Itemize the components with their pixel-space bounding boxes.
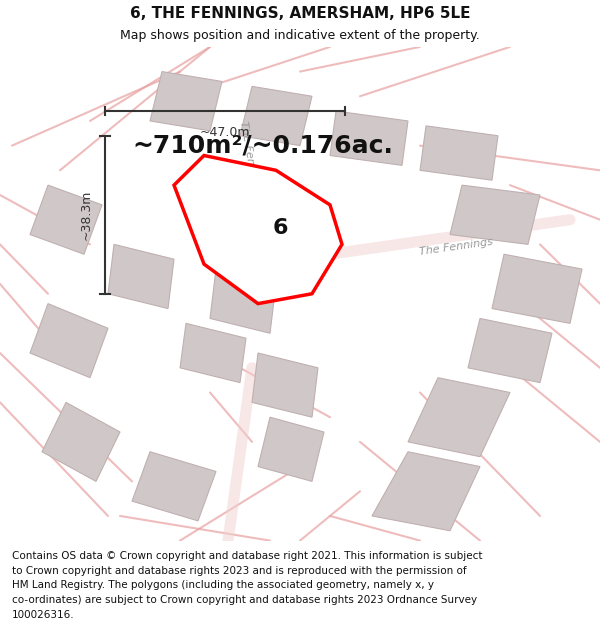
Text: to Crown copyright and database rights 2023 and is reproduced with the permissio: to Crown copyright and database rights 2… bbox=[12, 566, 467, 576]
Text: Map shows position and indicative extent of the property.: Map shows position and indicative extent… bbox=[120, 29, 480, 42]
Polygon shape bbox=[180, 323, 246, 382]
Text: The Fennings: The Fennings bbox=[238, 121, 260, 196]
Text: The Fennings: The Fennings bbox=[418, 237, 494, 257]
Polygon shape bbox=[450, 185, 540, 244]
Text: 100026316.: 100026316. bbox=[12, 610, 74, 620]
Polygon shape bbox=[420, 126, 498, 180]
Polygon shape bbox=[174, 156, 342, 304]
Polygon shape bbox=[132, 452, 216, 521]
Polygon shape bbox=[150, 71, 222, 131]
Polygon shape bbox=[240, 86, 312, 146]
Polygon shape bbox=[30, 304, 108, 378]
Polygon shape bbox=[108, 244, 174, 309]
Polygon shape bbox=[492, 254, 582, 323]
Text: Contains OS data © Crown copyright and database right 2021. This information is : Contains OS data © Crown copyright and d… bbox=[12, 551, 482, 561]
Polygon shape bbox=[30, 185, 102, 254]
Text: 6, THE FENNINGS, AMERSHAM, HP6 5LE: 6, THE FENNINGS, AMERSHAM, HP6 5LE bbox=[130, 6, 470, 21]
Polygon shape bbox=[468, 318, 552, 382]
Polygon shape bbox=[210, 269, 276, 333]
Text: ~710m²/~0.176ac.: ~710m²/~0.176ac. bbox=[132, 134, 393, 158]
Text: co-ordinates) are subject to Crown copyright and database rights 2023 Ordnance S: co-ordinates) are subject to Crown copyr… bbox=[12, 595, 477, 605]
Text: 6: 6 bbox=[273, 217, 288, 238]
Polygon shape bbox=[42, 402, 120, 481]
Text: ~47.0m: ~47.0m bbox=[200, 126, 250, 139]
Text: ~38.3m: ~38.3m bbox=[80, 189, 93, 240]
Polygon shape bbox=[372, 452, 480, 531]
Polygon shape bbox=[258, 418, 324, 481]
Polygon shape bbox=[408, 378, 510, 457]
Polygon shape bbox=[252, 353, 318, 418]
Polygon shape bbox=[330, 111, 408, 166]
Text: HM Land Registry. The polygons (including the associated geometry, namely x, y: HM Land Registry. The polygons (includin… bbox=[12, 580, 434, 590]
